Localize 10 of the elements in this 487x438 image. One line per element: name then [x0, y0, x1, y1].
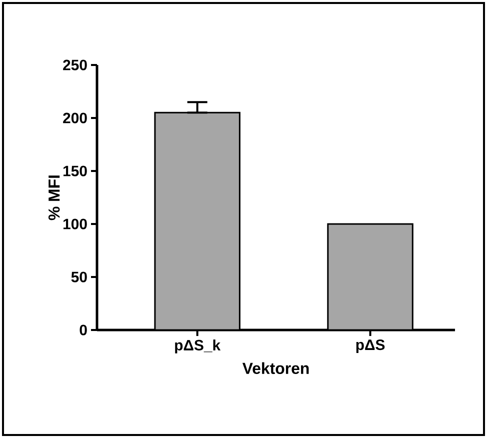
y-axis-title: % MFI [48, 176, 60, 220]
y-tick-label: 50 [71, 272, 87, 282]
x-tick-label: pΔS [356, 340, 385, 354]
y-tick-label: 200 [63, 112, 87, 124]
y-tick-label: 250 [63, 60, 87, 70]
y-tick-label: 100 [63, 218, 87, 230]
y-tick-label: 0 [80, 324, 87, 336]
y-tick-label: 150 [63, 166, 87, 176]
x-tick-label: pΔS_k [175, 340, 221, 354]
x-axis-title: Vektoren [242, 362, 309, 374]
